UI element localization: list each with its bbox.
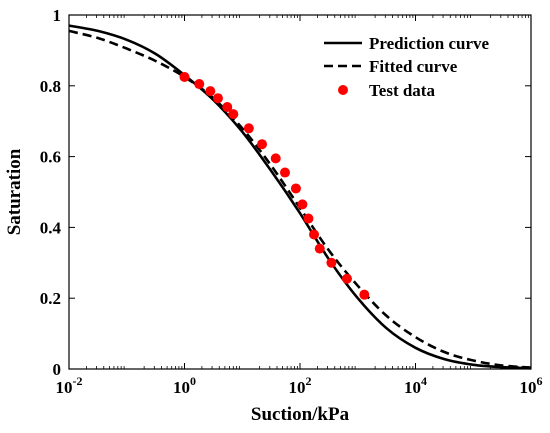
x-tick-label: 100 [173,374,196,397]
y-tick-label: 0.6 [40,148,61,167]
test-data-point [314,243,325,254]
test-data-point [243,123,254,134]
x-tick-label: 10-2 [56,374,83,397]
test-data-point [228,109,239,120]
test-data-point [290,183,301,194]
test-data-point [205,86,216,97]
test-data-point [257,139,268,150]
test-data-point [222,102,233,113]
x-tick-exponent: 6 [537,374,543,388]
test-data-point [270,153,281,164]
x-tick-label: 106 [520,374,543,397]
y-tick-label: 1 [53,6,62,25]
x-tick-exponent: 2 [306,374,312,388]
test-data-point [303,213,314,224]
legend-label-fitted: Fitted curve [369,57,458,76]
x-tick-label: 104 [404,374,427,397]
x-tick-base: 10 [289,378,306,397]
x-tick-exponent: 4 [421,374,427,388]
test-data-point [326,257,337,268]
x-tick-exponent: 0 [190,374,196,388]
x-tick-base: 10 [404,378,421,397]
x-axis-label: Suction/kPa [251,404,350,425]
x-tick-exponent: -2 [73,374,83,388]
legend-label-test-data: Test data [369,81,435,100]
x-tick-base: 10 [520,378,537,397]
legend-swatch-test-data [338,85,348,95]
test-data-point [359,289,370,300]
x-tick-base: 10 [173,378,190,397]
x-tick-label: 102 [289,374,312,397]
prediction-curve-line [68,24,532,370]
y-tick-label: 0 [53,360,62,379]
test-data-point [179,71,190,82]
test-data-point [309,229,320,240]
legend: Prediction curve Fitted curve Test data [324,34,490,100]
test-data-point [341,273,352,284]
points-layer [179,71,370,300]
test-data-point [297,199,308,210]
test-data-point [212,93,223,104]
y-axis-label: Saturation [4,148,25,235]
x-tick-base: 10 [56,378,73,397]
y-tick-label: 0.8 [40,77,61,96]
y-tick-label: 0.4 [40,218,62,237]
test-data-point [194,79,205,90]
legend-label-prediction: Prediction curve [369,34,490,53]
y-tick-label: 0.2 [40,289,61,308]
test-data-point [280,167,291,178]
